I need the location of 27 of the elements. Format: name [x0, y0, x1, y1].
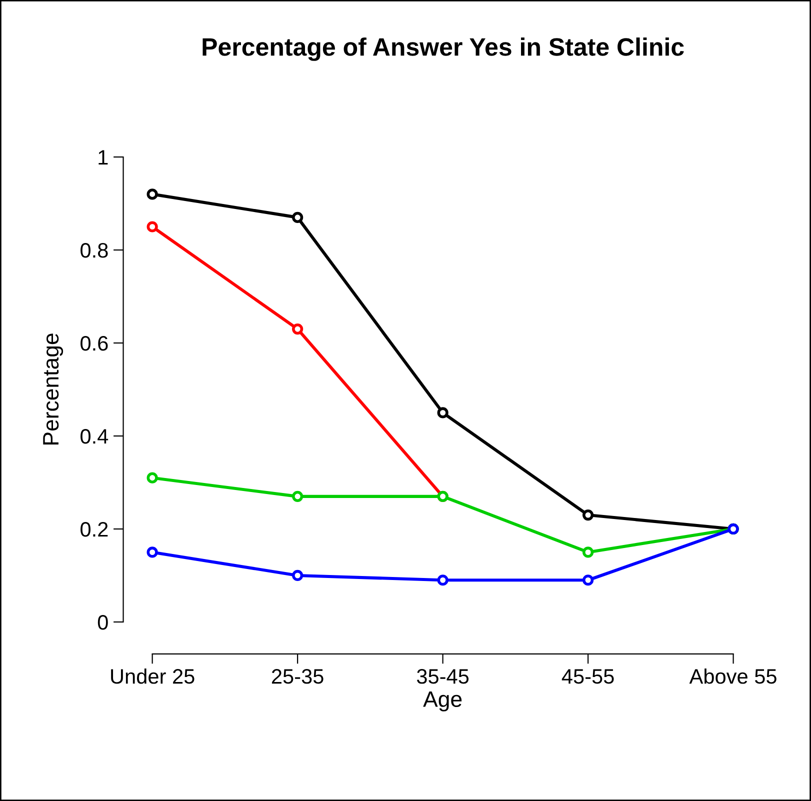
x-tick-label: 45-55	[562, 669, 614, 684]
y-tick-label: 0	[98, 614, 108, 630]
point	[146, 221, 158, 232]
x-tick-label: 35-45	[416, 669, 469, 684]
y-tick-label: 0.2	[80, 522, 108, 537]
y-axis-title: Percentage	[43, 334, 64, 444]
point	[292, 323, 304, 335]
x-tick-label: Under 25	[111, 668, 194, 684]
point	[582, 509, 594, 521]
x-axis-title: Age	[423, 692, 462, 712]
point	[146, 188, 158, 200]
point	[146, 546, 158, 558]
x-tick-label: 25-35	[272, 669, 324, 684]
y-tick-label: 0.6	[80, 336, 108, 351]
point	[292, 570, 304, 582]
point	[292, 490, 304, 502]
point	[437, 574, 448, 586]
chart-title: Percentage of Answer Yes in State Clinic	[202, 37, 684, 61]
y-tick-label: 0.4	[80, 428, 108, 444]
y-tick-label: 1	[98, 150, 108, 165]
point	[146, 472, 158, 484]
point	[437, 407, 448, 418]
y-tick-label: 0.8	[80, 242, 108, 258]
point	[292, 212, 304, 223]
x-tick-label: Above 55	[689, 668, 776, 684]
point	[582, 546, 594, 558]
point	[582, 574, 594, 586]
